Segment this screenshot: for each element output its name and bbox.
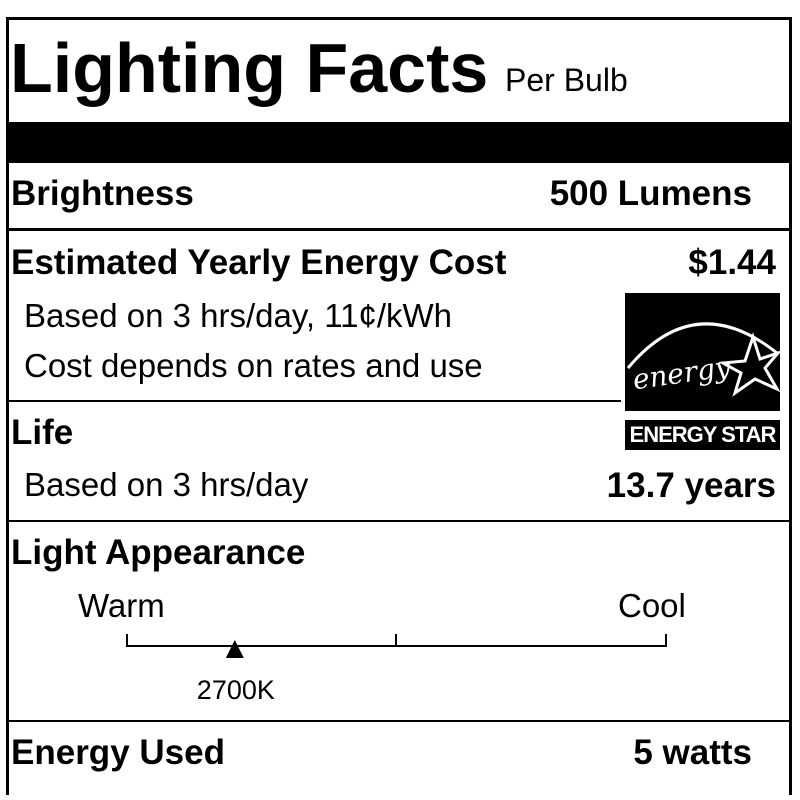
energy-label: Energy Used <box>11 733 225 772</box>
appearance-label: Light Appearance <box>11 533 306 572</box>
color-temperature-scale <box>120 630 680 660</box>
divider <box>9 720 789 722</box>
marker-label: 2700K <box>196 675 275 705</box>
brightness-value: 500 Lumens <box>549 174 752 213</box>
energy-value: 5 watts <box>633 733 752 772</box>
page-title: Lighting Facts <box>10 29 489 107</box>
life-note: Based on 3 hrs/day <box>24 466 309 503</box>
cost-label: Estimated Yearly Energy Cost <box>11 243 507 282</box>
life-value: 13.7 years <box>606 466 776 505</box>
energy-star-caption: ENERGY STAR <box>629 422 777 447</box>
energy-star-logo: energy ENERGY STAR <box>625 293 783 450</box>
divider <box>9 228 789 231</box>
label-border <box>6 17 792 795</box>
warm-label: Warm <box>78 587 165 624</box>
scale-marker <box>225 640 244 658</box>
cost-value: $1.44 <box>688 243 776 282</box>
cost-note-2: Cost depends on rates and use <box>24 347 483 384</box>
brightness-label: Brightness <box>11 174 194 213</box>
life-label: Life <box>11 413 74 452</box>
page-subtitle: Per Bulb <box>505 62 628 98</box>
divider <box>9 400 621 402</box>
header-bar <box>9 122 789 163</box>
divider <box>9 520 789 522</box>
cost-note-1: Based on 3 hrs/day, 11¢/kWh <box>24 297 453 334</box>
cool-label: Cool <box>618 587 686 624</box>
